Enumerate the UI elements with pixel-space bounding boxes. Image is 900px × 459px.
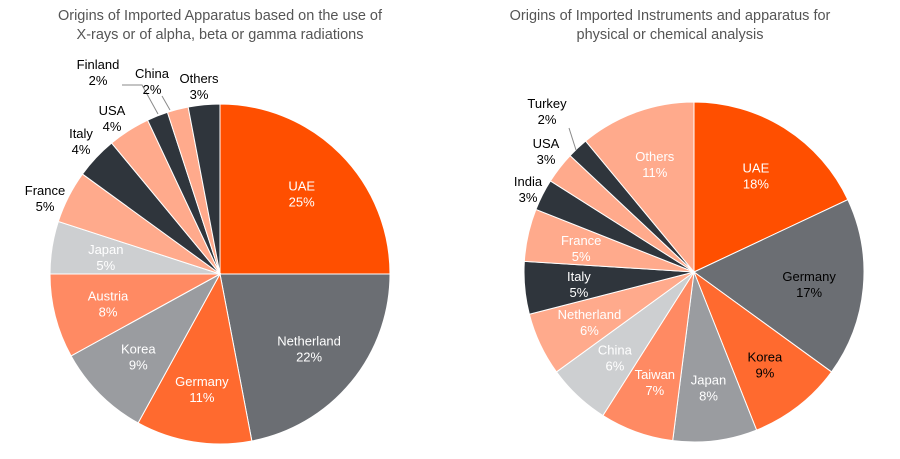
slice-label-usa: USA bbox=[99, 103, 126, 118]
slice-value-finland: 2% bbox=[89, 73, 108, 88]
slice-label-usa: USA bbox=[533, 136, 560, 151]
slice-value-germany: 11% bbox=[189, 390, 214, 405]
slice-label-italy: Italy bbox=[69, 126, 93, 141]
slice-label-france: France bbox=[561, 233, 601, 248]
slice-value-uae: 18% bbox=[743, 176, 769, 191]
pie-chart-analysis-instruments: Origins of Imported Instruments and appa… bbox=[450, 0, 900, 459]
slice-label-france: France bbox=[25, 183, 65, 198]
slice-label-china: China bbox=[598, 342, 633, 357]
slice-label-germany: Germany bbox=[782, 269, 836, 284]
slice-label-uae: UAE bbox=[288, 178, 315, 193]
slice-label-korea: Korea bbox=[121, 342, 156, 357]
pie-slice-uae bbox=[219, 103, 391, 275]
slice-value-korea: 9% bbox=[129, 358, 148, 373]
slice-value-france: 5% bbox=[572, 249, 591, 264]
slice-label-others: Others bbox=[179, 71, 219, 86]
slice-value-netherland: 22% bbox=[296, 350, 322, 365]
pie-slice-others bbox=[187, 103, 221, 275]
leader-line-turkey bbox=[568, 127, 577, 151]
chart-title-line: Origins of Imported Instruments and appa… bbox=[509, 8, 831, 24]
slice-value-taiwan: 7% bbox=[645, 383, 664, 398]
slice-label-austria: Austria bbox=[88, 289, 129, 304]
slice-value-germany: 17% bbox=[796, 285, 822, 300]
slice-value-italy: 4% bbox=[72, 142, 91, 157]
pie-chart-xray-apparatus: Origins of Imported Apparatus based on t… bbox=[0, 7, 440, 445]
chart-title-line: physical or chemical analysis bbox=[576, 27, 764, 43]
slice-value-netherland: 6% bbox=[580, 323, 599, 338]
slice-value-china: 2% bbox=[143, 82, 162, 97]
slice-label-korea: Korea bbox=[748, 349, 783, 364]
slice-label-germany: Germany bbox=[175, 374, 229, 389]
slice-value-turkey: 2% bbox=[538, 112, 557, 127]
slice-label-italy: Italy bbox=[567, 269, 591, 284]
pie-slices bbox=[49, 103, 391, 445]
slice-label-taiwan: Taiwan bbox=[635, 367, 675, 382]
pie-slice-germany bbox=[693, 198, 865, 373]
slice-value-uae: 25% bbox=[289, 194, 315, 209]
slice-value-others: 11% bbox=[642, 165, 667, 180]
slice-label-china: China bbox=[135, 66, 170, 81]
slice-value-japan: 5% bbox=[96, 258, 115, 273]
slice-label-japan: Japan bbox=[691, 373, 726, 388]
pie-slice-korea bbox=[692, 270, 833, 431]
slice-value-korea: 9% bbox=[756, 365, 775, 380]
slice-value-china: 6% bbox=[606, 358, 625, 373]
slice-label-others: Others bbox=[635, 149, 675, 164]
pie-slice-others bbox=[584, 101, 695, 274]
slice-value-india: 3% bbox=[519, 190, 538, 205]
slice-value-japan: 8% bbox=[699, 389, 718, 404]
pie-slice-korea bbox=[70, 272, 222, 424]
slice-value-austria: 8% bbox=[99, 305, 118, 320]
leader-line-china bbox=[161, 95, 171, 111]
slice-value-usa: 4% bbox=[103, 119, 122, 134]
pie-slices bbox=[523, 101, 865, 443]
slice-label-netherland: Netherland bbox=[558, 307, 622, 322]
slice-value-france: 5% bbox=[36, 199, 55, 214]
slice-label-turkey: Turkey bbox=[527, 96, 567, 111]
pie-slice-germany bbox=[137, 272, 253, 445]
slice-label-japan: Japan bbox=[88, 242, 123, 257]
pie-slice-netherland bbox=[219, 273, 391, 442]
chart-title: Origins of Imported Instruments and appa… bbox=[450, 7, 890, 45]
chart-title: Origins of Imported Apparatus based on t… bbox=[0, 7, 440, 45]
chart-title-line: X-rays or of alpha, beta or gamma radiat… bbox=[76, 27, 364, 43]
leader-line-finland bbox=[122, 84, 159, 115]
slice-label-finland: Finland bbox=[77, 57, 120, 72]
slice-label-india: India bbox=[514, 174, 543, 189]
slice-label-uae: UAE bbox=[743, 160, 770, 175]
slice-value-others: 3% bbox=[190, 87, 209, 102]
slice-value-usa: 3% bbox=[537, 152, 556, 167]
slice-label-netherland: Netherland bbox=[277, 334, 341, 349]
chart-title-line: Origins of Imported Apparatus based on t… bbox=[57, 8, 383, 24]
slice-value-italy: 5% bbox=[570, 285, 589, 300]
pie-slice-uae bbox=[693, 101, 849, 273]
